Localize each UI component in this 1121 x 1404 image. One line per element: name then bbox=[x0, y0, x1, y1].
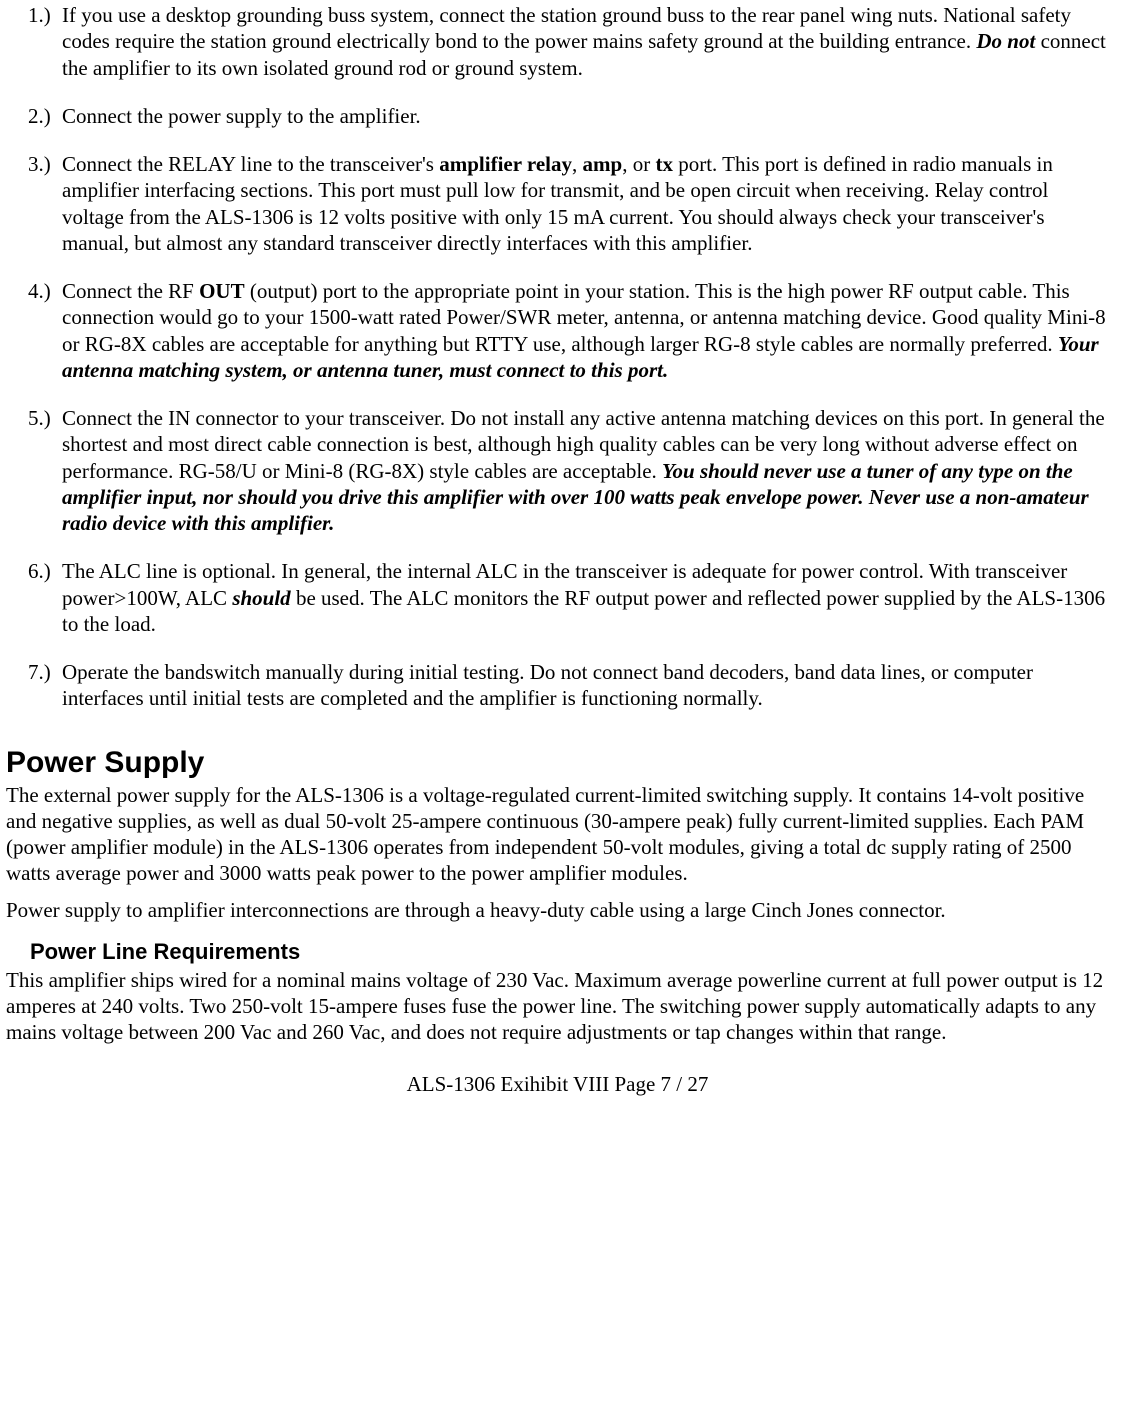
list-item: Connect the RELAY line to the transceive… bbox=[62, 151, 1109, 256]
page-footer: ALS-1306 Exihibit VIII Page 7 / 27 bbox=[6, 1072, 1109, 1097]
text-run: , or bbox=[622, 152, 655, 176]
list-item: Connect the IN connector to your transce… bbox=[62, 405, 1109, 536]
text-run: Do not bbox=[976, 29, 1035, 53]
text-run: should bbox=[232, 586, 290, 610]
text-run: , bbox=[572, 152, 583, 176]
text-run: Connect the RF bbox=[62, 279, 199, 303]
numbered-list: If you use a desktop grounding buss syst… bbox=[6, 2, 1109, 712]
heading-power-supply: Power Supply bbox=[6, 746, 1109, 780]
paragraph-power-supply-1: The external power supply for the ALS-13… bbox=[6, 782, 1109, 887]
text-run: OUT bbox=[199, 279, 245, 303]
text-run: tx bbox=[655, 152, 673, 176]
text-run: Operate the bandswitch manually during i… bbox=[62, 660, 1033, 710]
text-run: amp bbox=[583, 152, 623, 176]
text-run: Connect the power supply to the amplifie… bbox=[62, 104, 421, 128]
page: If you use a desktop grounding buss syst… bbox=[0, 0, 1121, 1404]
list-item: Connect the power supply to the amplifie… bbox=[62, 103, 1109, 129]
list-item: The ALC line is optional. In general, th… bbox=[62, 558, 1109, 637]
text-run: Connect the RELAY line to the transceive… bbox=[62, 152, 439, 176]
text-run: amplifier relay bbox=[439, 152, 572, 176]
paragraph-power-supply-2: Power supply to amplifier interconnectio… bbox=[6, 897, 1109, 923]
text-run: If you use a desktop grounding buss syst… bbox=[62, 3, 1071, 53]
list-item: If you use a desktop grounding buss syst… bbox=[62, 2, 1109, 81]
list-item: Connect the RF OUT (output) port to the … bbox=[62, 278, 1109, 383]
paragraph-power-line-1: This amplifier ships wired for a nominal… bbox=[6, 967, 1109, 1046]
heading-power-line-requirements: Power Line Requirements bbox=[30, 939, 1109, 965]
list-item: Operate the bandswitch manually during i… bbox=[62, 659, 1109, 712]
